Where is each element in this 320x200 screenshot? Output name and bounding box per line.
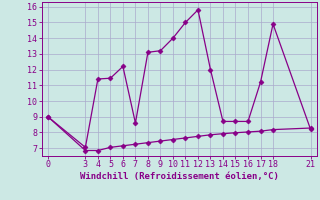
X-axis label: Windchill (Refroidissement éolien,°C): Windchill (Refroidissement éolien,°C): [80, 172, 279, 181]
